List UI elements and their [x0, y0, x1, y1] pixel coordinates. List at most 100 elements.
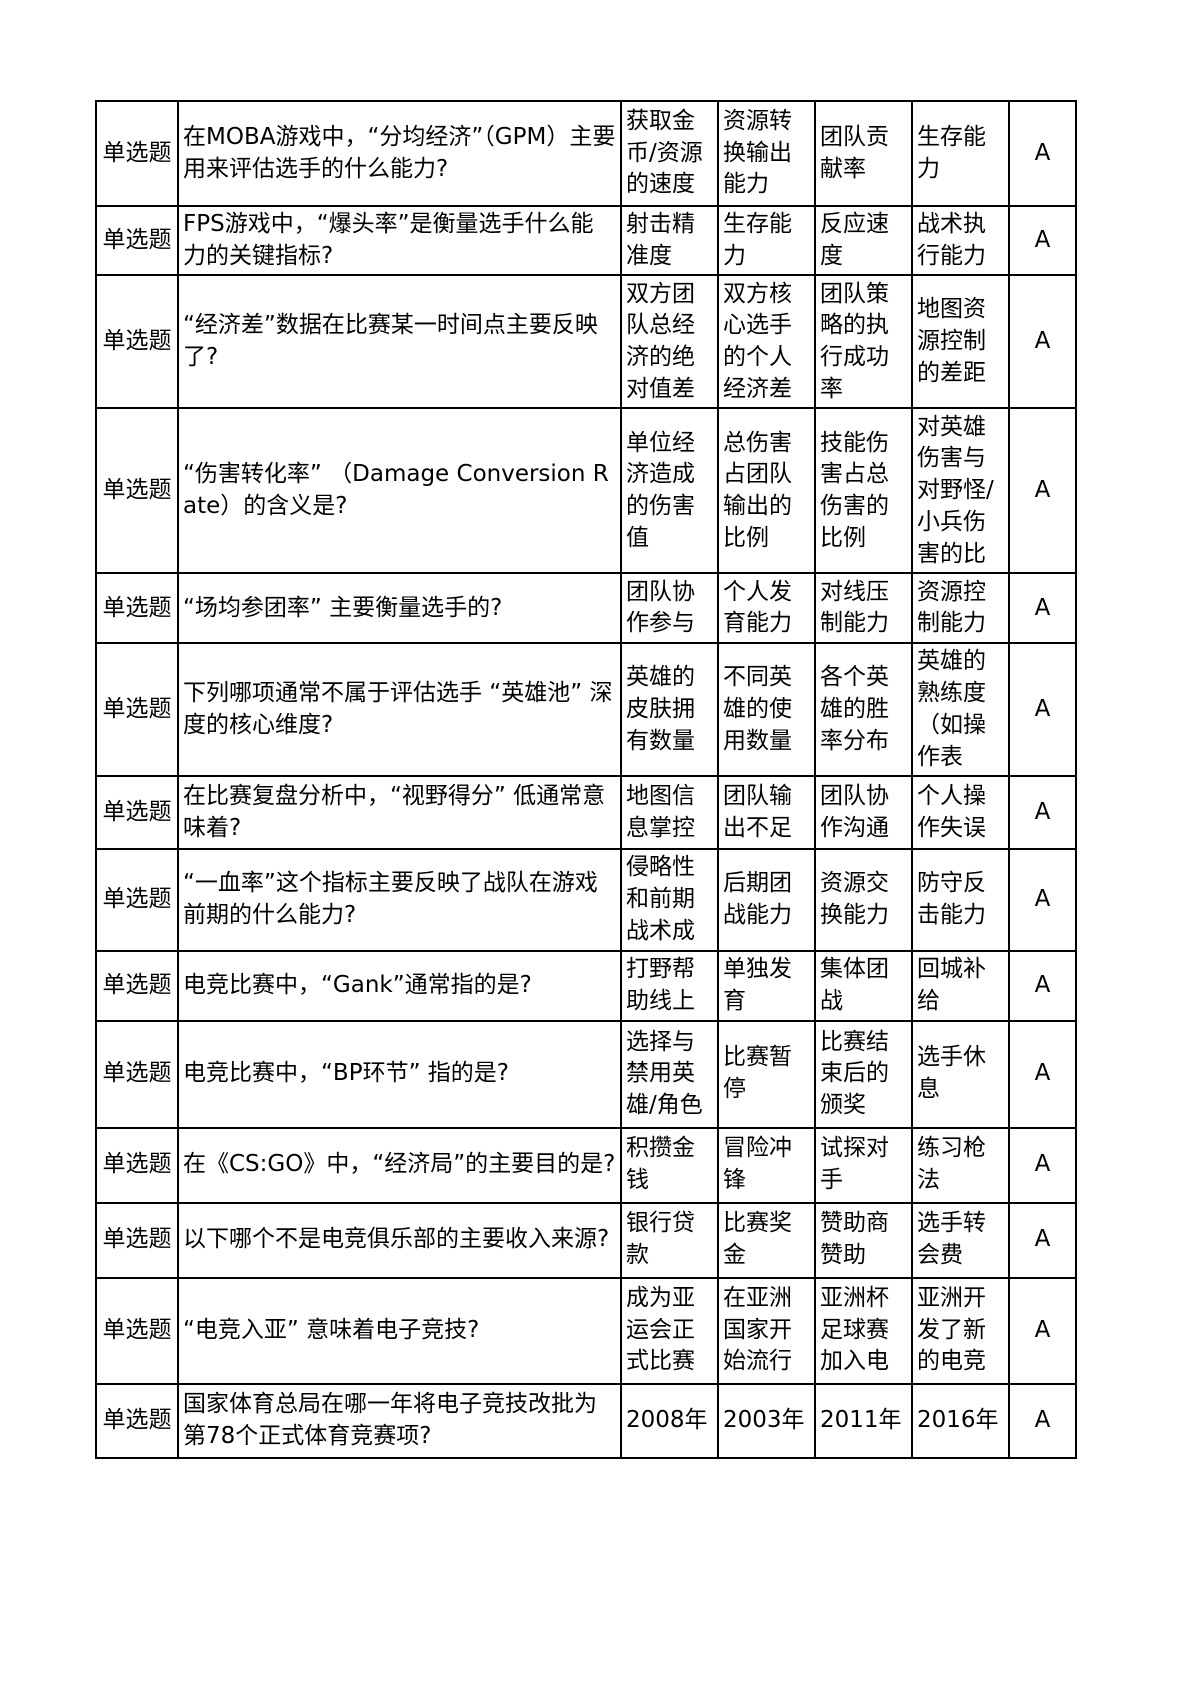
question-cell: 下列哪项通常不属于评估选手 “英雄池” 深度的核心维度? [177, 642, 622, 778]
question-type-cell: 单选题 [95, 642, 179, 778]
table-row: 单选题 “场均参团率” 主要衡量选手的? 团队协作参与 个人发育能力 对线压制能… [95, 572, 1077, 645]
option-a-cell: 地图信息掌控 [620, 775, 719, 851]
option-b-cell: 总伤害占团队输出的比例 [717, 407, 816, 575]
question-cell: 电竞比赛中，“BP环节” 指的是? [177, 1019, 622, 1129]
option-a-cell: 英雄的皮肤拥有数量 [620, 642, 719, 778]
option-d-cell: 个人操作失误 [911, 775, 1010, 851]
table-row: 单选题 电竞比赛中，“Gank”通常指的是? 打野帮助线上 单独发育 集体团战 … [95, 949, 1077, 1022]
option-a-cell: 侵略性和前期战术成 [620, 848, 719, 952]
question-type-cell: 单选题 [95, 572, 179, 645]
question-cell: 在《CS:GO》中，“经济局”的主要目的是? [177, 1126, 622, 1204]
option-a-cell: 获取金币/资源的速度 [620, 100, 719, 207]
option-b-cell: 2003年 [717, 1382, 816, 1459]
question-cell: 以下哪个不是电竞俱乐部的主要收入来源? [177, 1201, 622, 1279]
question-cell: “伤害转化率” （Damage Conversion Rate）的含义是? [177, 407, 622, 575]
question-cell: 在比赛复盘分析中，“视野得分” 低通常意味着? [177, 775, 622, 851]
option-b-cell: 冒险冲锋 [717, 1126, 816, 1204]
answer-cell: A [1008, 1019, 1077, 1129]
option-d-cell: 对英雄伤害与对野怪/小兵伤害的比 [911, 407, 1010, 575]
question-type-cell: 单选题 [95, 204, 179, 277]
answer-cell: A [1008, 100, 1077, 207]
option-c-cell: 赞助商赞助 [814, 1201, 913, 1279]
option-a-cell: 积攒金钱 [620, 1126, 719, 1204]
option-d-cell: 回城补给 [911, 949, 1010, 1022]
answer-cell: A [1008, 1382, 1077, 1459]
option-a-cell: 成为亚运会正式比赛 [620, 1276, 719, 1385]
question-cell: FPS游戏中，“爆头率”是衡量选手什么能力的关键指标? [177, 204, 622, 277]
table-row: 单选题 下列哪项通常不属于评估选手 “英雄池” 深度的核心维度? 英雄的皮肤拥有… [95, 642, 1077, 778]
option-b-cell: 团队输出不足 [717, 775, 816, 851]
question-type-cell: 单选题 [95, 407, 179, 575]
option-d-cell: 英雄的熟练度（如操作表 [911, 642, 1010, 778]
option-a-cell: 2008年 [620, 1382, 719, 1459]
option-b-cell: 比赛暂停 [717, 1019, 816, 1129]
option-d-cell: 防守反击能力 [911, 848, 1010, 952]
option-c-cell: 团队贡献率 [814, 100, 913, 207]
question-type-cell: 单选题 [95, 1276, 179, 1385]
option-b-cell: 比赛奖金 [717, 1201, 816, 1279]
answer-cell: A [1008, 572, 1077, 645]
table-row: 单选题 “伤害转化率” （Damage Conversion Rate）的含义是… [95, 407, 1077, 575]
table-row: 单选题 “经济差”数据在比赛某一时间点主要反映了? 双方团队总经济的绝对值差 双… [95, 274, 1077, 410]
option-a-cell: 双方团队总经济的绝对值差 [620, 274, 719, 410]
option-d-cell: 选手休息 [911, 1019, 1010, 1129]
question-type-cell: 单选题 [95, 100, 179, 207]
question-cell: 在MOBA游戏中，“分均经济”（GPM）主要用来评估选手的什么能力? [177, 100, 622, 207]
option-b-cell: 资源转换输出能力 [717, 100, 816, 207]
option-c-cell: 资源交换能力 [814, 848, 913, 952]
option-b-cell: 不同英雄的使用数量 [717, 642, 816, 778]
option-d-cell: 地图资源控制的差距 [911, 274, 1010, 410]
option-b-cell: 后期团战能力 [717, 848, 816, 952]
option-b-cell: 个人发育能力 [717, 572, 816, 645]
option-b-cell: 生存能力 [717, 204, 816, 277]
option-c-cell: 技能伤害占总伤害的比例 [814, 407, 913, 575]
option-a-cell: 选择与禁用英雄/角色 [620, 1019, 719, 1129]
table-row: 单选题 “电竞入亚” 意味着电子竞技? 成为亚运会正式比赛 在亚洲国家开始流行 … [95, 1276, 1077, 1385]
option-b-cell: 在亚洲国家开始流行 [717, 1276, 816, 1385]
answer-cell: A [1008, 1276, 1077, 1385]
option-c-cell: 2011年 [814, 1382, 913, 1459]
answer-cell: A [1008, 848, 1077, 952]
table-row: 单选题 “一血率”这个指标主要反映了战队在游戏前期的什么能力? 侵略性和前期战术… [95, 848, 1077, 952]
question-type-cell: 单选题 [95, 775, 179, 851]
question-type-cell: 单选题 [95, 949, 179, 1022]
answer-cell: A [1008, 1201, 1077, 1279]
option-c-cell: 反应速度 [814, 204, 913, 277]
questions-table: 单选题 在MOBA游戏中，“分均经济”（GPM）主要用来评估选手的什么能力? 获… [95, 100, 1077, 1459]
answer-cell: A [1008, 407, 1077, 575]
answer-cell: A [1008, 642, 1077, 778]
table-row: 单选题 在《CS:GO》中，“经济局”的主要目的是? 积攒金钱 冒险冲锋 试探对… [95, 1126, 1077, 1204]
option-a-cell: 团队协作参与 [620, 572, 719, 645]
table-row: 单选题 FPS游戏中，“爆头率”是衡量选手什么能力的关键指标? 射击精准度 生存… [95, 204, 1077, 277]
option-a-cell: 银行贷款 [620, 1201, 719, 1279]
answer-cell: A [1008, 204, 1077, 277]
question-cell: “场均参团率” 主要衡量选手的? [177, 572, 622, 645]
option-b-cell: 双方核心选手的个人经济差 [717, 274, 816, 410]
option-a-cell: 打野帮助线上 [620, 949, 719, 1022]
table-row: 单选题 在比赛复盘分析中，“视野得分” 低通常意味着? 地图信息掌控 团队输出不… [95, 775, 1077, 851]
option-c-cell: 亚洲杯足球赛加入电 [814, 1276, 913, 1385]
option-c-cell: 对线压制能力 [814, 572, 913, 645]
option-d-cell: 战术执行能力 [911, 204, 1010, 277]
answer-cell: A [1008, 1126, 1077, 1204]
question-type-cell: 单选题 [95, 1019, 179, 1129]
question-type-cell: 单选题 [95, 274, 179, 410]
answer-cell: A [1008, 775, 1077, 851]
question-cell: “经济差”数据在比赛某一时间点主要反映了? [177, 274, 622, 410]
option-c-cell: 比赛结束后的颁奖 [814, 1019, 913, 1129]
question-type-cell: 单选题 [95, 1382, 179, 1459]
question-cell: “电竞入亚” 意味着电子竞技? [177, 1276, 622, 1385]
question-cell: “一血率”这个指标主要反映了战队在游戏前期的什么能力? [177, 848, 622, 952]
answer-cell: A [1008, 274, 1077, 410]
option-b-cell: 单独发育 [717, 949, 816, 1022]
option-d-cell: 亚洲开发了新的电竞 [911, 1276, 1010, 1385]
question-cell: 电竞比赛中，“Gank”通常指的是? [177, 949, 622, 1022]
option-d-cell: 生存能力 [911, 100, 1010, 207]
option-d-cell: 选手转会费 [911, 1201, 1010, 1279]
option-c-cell: 各个英雄的胜率分布 [814, 642, 913, 778]
table-row: 单选题 在MOBA游戏中，“分均经济”（GPM）主要用来评估选手的什么能力? 获… [95, 100, 1077, 207]
option-c-cell: 团队策略的执行成功率 [814, 274, 913, 410]
table-row: 单选题 电竞比赛中，“BP环节” 指的是? 选择与禁用英雄/角色 比赛暂停 比赛… [95, 1019, 1077, 1129]
option-a-cell: 射击精准度 [620, 204, 719, 277]
option-c-cell: 集体团战 [814, 949, 913, 1022]
